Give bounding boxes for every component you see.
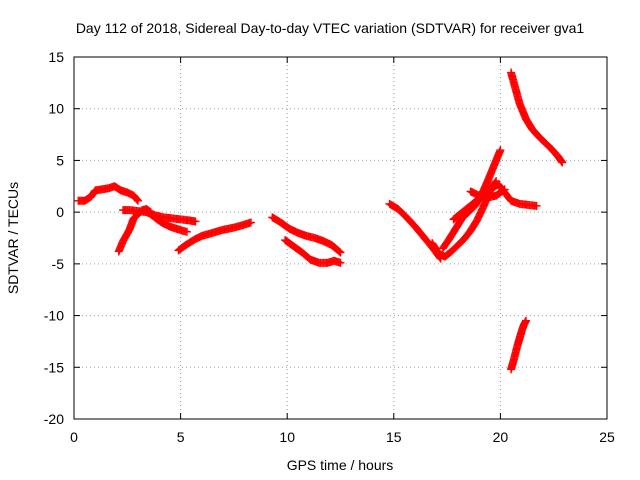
plot-frame bbox=[73, 56, 608, 420]
y-axis-label: SDTVAR / TECUs bbox=[5, 182, 21, 294]
chart-title: Day 112 of 2018, Sidereal Day-to-day VTE… bbox=[76, 20, 585, 36]
y-tick-label: -20 bbox=[44, 411, 64, 427]
data-point bbox=[521, 316, 530, 325]
data-point bbox=[496, 146, 505, 155]
data-point bbox=[133, 195, 142, 204]
x-tick-label: 20 bbox=[493, 429, 509, 445]
series-arc-12 bbox=[466, 185, 509, 202]
data-point bbox=[191, 217, 200, 226]
x-tick-label: 15 bbox=[386, 429, 402, 445]
data-point bbox=[336, 248, 345, 257]
series-arc-1 bbox=[74, 182, 142, 205]
y-tick-label: 15 bbox=[48, 49, 64, 65]
data-point bbox=[335, 247, 344, 256]
data-series bbox=[74, 68, 567, 374]
y-tick-label: -15 bbox=[44, 359, 64, 375]
series-arc-4 bbox=[140, 206, 191, 236]
data-point bbox=[246, 218, 255, 227]
x-tick-label: 10 bbox=[279, 429, 295, 445]
y-axis: -20 -15 -10 -5 0 5 10 15 bbox=[44, 49, 607, 427]
y-tick-label: 0 bbox=[56, 204, 64, 220]
x-tick-label: 25 bbox=[599, 429, 615, 445]
data-point bbox=[500, 185, 509, 194]
x-axis: 0 5 10 15 20 25 bbox=[70, 57, 615, 445]
data-point bbox=[558, 158, 567, 167]
y-tick-label: -10 bbox=[44, 308, 64, 324]
data-point bbox=[336, 258, 345, 267]
y-tick-label: 10 bbox=[48, 101, 64, 117]
x-tick-label: 5 bbox=[177, 429, 185, 445]
series-arc-5 bbox=[174, 218, 255, 255]
grid bbox=[74, 57, 607, 419]
y-tick-label: -5 bbox=[52, 256, 65, 272]
x-axis-label: GPS time / hours bbox=[287, 457, 394, 473]
x-tick-label: 0 bbox=[70, 429, 78, 445]
series-arc-14 bbox=[507, 316, 530, 374]
data-point bbox=[499, 186, 508, 195]
series-arc-6 bbox=[268, 213, 345, 257]
series-arc-13 bbox=[507, 68, 567, 167]
y-tick-label: 5 bbox=[56, 152, 64, 168]
data-point bbox=[182, 227, 191, 236]
series-arc-7 bbox=[281, 236, 345, 267]
series-arc-2 bbox=[114, 205, 155, 256]
data-point bbox=[532, 201, 541, 210]
data-point bbox=[133, 196, 142, 205]
plot-border bbox=[73, 56, 608, 420]
data-point bbox=[557, 157, 566, 166]
